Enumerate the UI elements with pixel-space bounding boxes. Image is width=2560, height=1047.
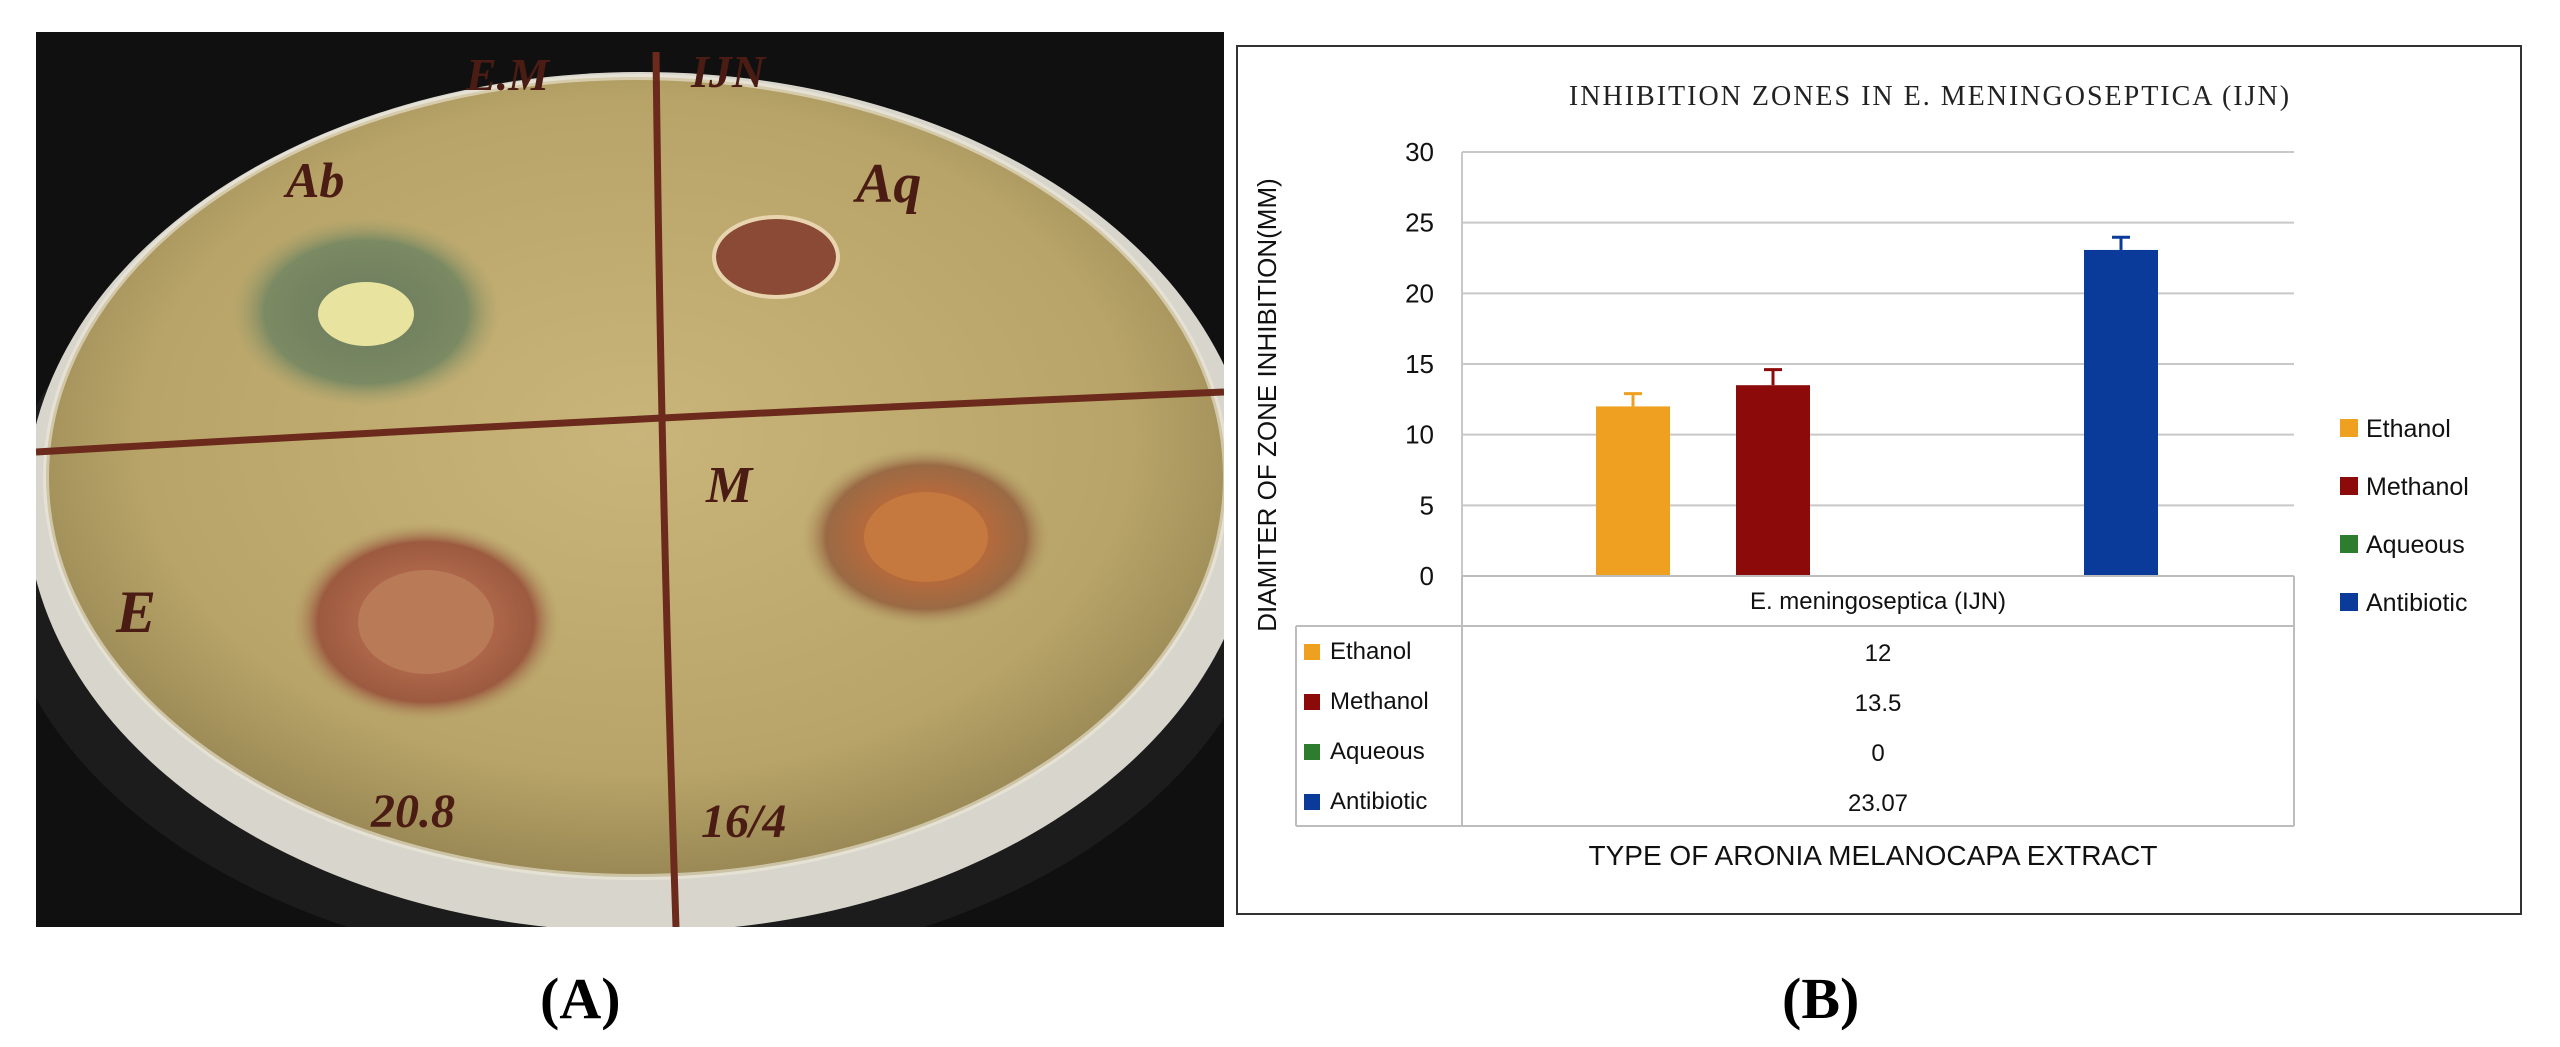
table-row-value: 0 xyxy=(1871,740,1884,767)
bar-ethanol xyxy=(1596,406,1670,576)
bars xyxy=(1596,235,2158,576)
plate-label-header-left: E.M xyxy=(465,49,551,100)
y-axis-label: DIAMITER OF ZONE INHIBITION(MM) xyxy=(1252,178,1282,632)
legend-key xyxy=(2340,535,2358,553)
legend-label: Antibiotic xyxy=(2366,589,2467,617)
table-row-label: Aqueous xyxy=(1330,738,1425,765)
petri-dish-photo: E.M IJN Ab Aq M E 20.8 16/4 xyxy=(36,32,1224,927)
y-tick-label: 30 xyxy=(1405,137,1434,167)
plate-label-ethanol: E xyxy=(115,579,156,645)
chart-frame xyxy=(1236,45,2522,915)
panel-label-b: (B) xyxy=(1782,966,1860,1031)
y-tick-labels: 0 5 10 15 20 25 30 xyxy=(1405,137,1434,591)
table-row-value: 12 xyxy=(1865,640,1892,667)
panel-label-a: (A) xyxy=(540,966,621,1031)
x-axis-label: TYPE OF ARONIA MELANOCAPA EXTRACT xyxy=(1589,840,2158,871)
y-tick-label: 5 xyxy=(1420,490,1434,520)
y-tick-label: 20 xyxy=(1405,278,1434,308)
divider-horizontal xyxy=(36,388,1224,456)
table-row-label: Methanol xyxy=(1330,688,1429,715)
legend-label: Ethanol xyxy=(2366,415,2451,443)
data-table: E. meningoseptica (IJN) Ethanol 12 Methanol… xyxy=(1295,575,2295,827)
chart-svg: INHIBITION ZONES IN E. MENINGOSEPTICA (I… xyxy=(1236,45,2522,915)
y-tick-label: 0 xyxy=(1420,561,1434,591)
legend-label: Aqueous xyxy=(2366,531,2465,559)
table-row-value: 13.5 xyxy=(1855,690,1902,717)
plate-label-antibiotic: Ab xyxy=(283,152,344,208)
table-row-label: Ethanol xyxy=(1330,638,1411,665)
legend-label: Methanol xyxy=(2366,473,2469,501)
aqueous-well xyxy=(716,219,836,295)
table-legend-key xyxy=(1304,794,1320,810)
divider-vertical xyxy=(652,51,680,927)
plate-label-bottom-left: 20.8 xyxy=(370,785,455,838)
y-tick-label: 25 xyxy=(1405,208,1434,238)
antibiotic-disc xyxy=(318,282,414,346)
table-category-label: E. meningoseptica (IJN) xyxy=(1750,588,2006,615)
petri-dish-illustration: E.M IJN Ab Aq M E 20.8 16/4 xyxy=(36,32,1224,927)
bar-methanol xyxy=(1736,385,1810,576)
table-legend-key xyxy=(1304,744,1320,760)
inhibition-chart: INHIBITION ZONES IN E. MENINGOSEPTICA (I… xyxy=(1236,45,2522,915)
y-tick-label: 10 xyxy=(1405,420,1434,450)
bar-antibiotic xyxy=(2084,249,2158,576)
plate-label-aqueous: Aq xyxy=(853,153,921,215)
agar-surface xyxy=(46,77,1224,877)
legend-key xyxy=(2340,593,2358,611)
table-row-label: Antibiotic xyxy=(1330,788,1427,815)
legend-key xyxy=(2340,419,2358,437)
legend: Ethanol Methanol Aqueous Antibiotic xyxy=(2340,415,2469,617)
table-row-value: 23.07 xyxy=(1848,790,1908,817)
table-legend-key xyxy=(1304,694,1320,710)
table-legend-key xyxy=(1304,644,1320,660)
plate-label-methanol: M xyxy=(705,457,754,514)
plate-label-header-right: IJN xyxy=(690,46,767,97)
legend-key xyxy=(2340,477,2358,495)
plate-label-bottom-right: 16/4 xyxy=(701,795,786,848)
y-tick-label: 15 xyxy=(1405,349,1434,379)
chart-title: INHIBITION ZONES IN E. MENINGOSEPTICA (I… xyxy=(1569,81,2291,112)
